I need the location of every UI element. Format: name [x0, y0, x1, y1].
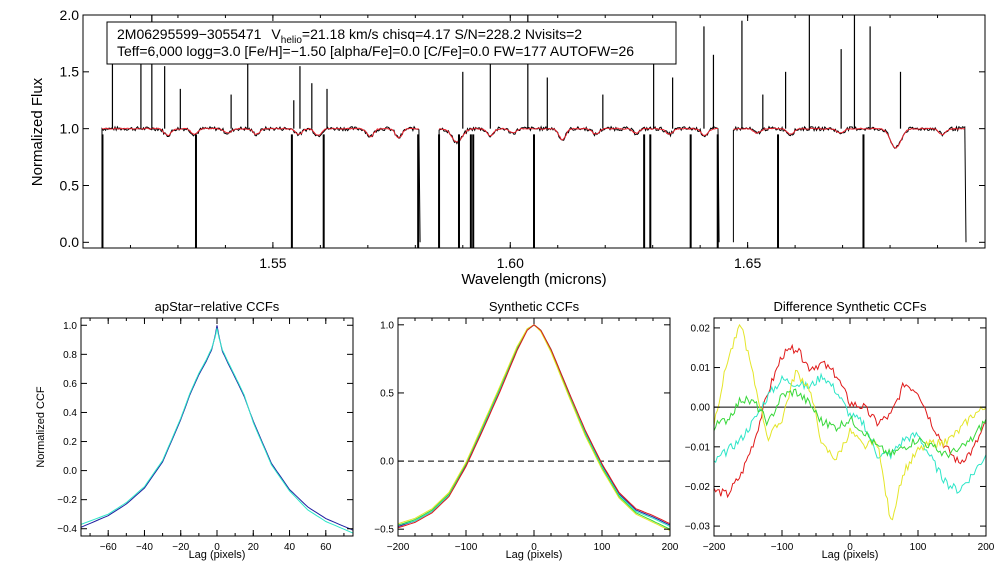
- apstar-ccf-data-layer: [80, 325, 354, 534]
- ccf-series-green: [713, 388, 987, 459]
- y-tick-label: 1.0: [60, 121, 80, 137]
- x-tick-label: 1.60: [497, 255, 524, 271]
- spectrum-observed-chip-3: [732, 125, 967, 243]
- x-tick-label: 40: [284, 542, 296, 553]
- spectrum-observed-chip-2: [438, 125, 720, 243]
- info-box: 2M06295599−3055471 Vhelio=21.18 km/s chis…: [106, 21, 677, 65]
- y-tick-label: 0.5: [380, 388, 394, 399]
- spectrum-model-chip-3: [733, 127, 966, 149]
- spectrum-axes: 1.55 1.60 1.65 0.0 0.5 1.0 1.5 2.0: [60, 7, 985, 271]
- ccf-series-visit 1: [80, 325, 354, 531]
- synthetic-ccf-x-label: Lag (pixels): [506, 549, 563, 561]
- spectrum-model-chip-1: [101, 127, 419, 139]
- x-tick-label: 0: [847, 542, 853, 553]
- difference-ccf-axes: −200 −100 0 100 200 −0.03 −0.02 −0.01 0.00 0.01 0.…: [685, 318, 995, 553]
- y-tick-label: 0.0: [380, 457, 394, 468]
- x-tick-label: −60: [100, 542, 117, 553]
- y-tick-label: −0.5: [374, 525, 394, 536]
- y-tick-label: −0.02: [685, 482, 711, 493]
- ccf-series-yellow: [397, 324, 671, 531]
- y-tick-label: 0.02: [691, 323, 711, 334]
- info-line-1: 2M06295599−3055471 Vhelio=21.18 km/s chis…: [117, 26, 582, 46]
- y-tick-label: 0.4: [63, 408, 77, 419]
- difference-ccf-data-layer: [713, 323, 987, 521]
- spectrum-plot-frame: [82, 14, 986, 249]
- apstar-ccf-axes: −60 −40 −20 0 20 40 60 −0.4 −0.2 0.0 0.2 0.4 0.6 0.8 1…: [57, 318, 353, 553]
- apstar-ccf-x-label: Lag (pixels): [189, 549, 246, 561]
- v-helio-symbol: V: [271, 26, 281, 42]
- difference-ccf-x-label: Lag (pixels): [822, 549, 879, 561]
- y-tick-label: 1.0: [380, 320, 394, 331]
- synthetic-ccf-panel: −200 −100 0 100 200 −0.5 0.0 0.5 1.0 Synthetic C…: [374, 299, 679, 561]
- y-tick-label: −0.03: [685, 522, 711, 533]
- y-tick-label: 0.00: [691, 403, 711, 414]
- ccf-series-visit 2: [80, 328, 354, 534]
- y-tick-label: 0.5: [60, 177, 80, 193]
- difference-ccf-plot-frame: [713, 317, 987, 537]
- spectrum-x-label: Wavelength (microns): [461, 271, 606, 288]
- x-tick-label: 1.65: [734, 255, 761, 271]
- synthetic-ccf-data-layer: [397, 324, 671, 531]
- x-tick-label: 100: [910, 542, 927, 553]
- info-line-2: Teff=6,000 logg=3.0 [Fe/H]=−1.50 [alpha/…: [117, 43, 634, 59]
- y-tick-label: 0.01: [691, 363, 711, 374]
- x-tick-label: −200: [387, 542, 410, 553]
- x-tick-label: 0: [214, 542, 220, 553]
- x-tick-label: −40: [136, 542, 153, 553]
- apstar-ccf-plot-frame: [80, 317, 354, 537]
- x-tick-label: 0: [531, 542, 537, 553]
- y-tick-label: 1.5: [60, 64, 80, 80]
- x-tick-label: −20: [172, 542, 189, 553]
- info-line-1-values: =21.18 km/s chisq=4.17 S/N=228.2 Nvisits…: [302, 26, 582, 42]
- x-tick-label: 200: [662, 542, 679, 553]
- x-tick-label: 1.55: [259, 255, 286, 271]
- y-tick-label: 1.0: [63, 321, 77, 332]
- apstar-ccf-panel: −60 −40 −20 0 20 40 60 −0.4 −0.2 0.0 0.2 0.4 0.6 0.8 1…: [35, 299, 354, 561]
- ccf-series-cyan: [713, 372, 987, 494]
- apstar-ccf-y-label: Normalized CCF: [35, 386, 47, 468]
- y-tick-label: 0.6: [63, 379, 77, 390]
- spectrum-y-label: Normalized Flux: [29, 77, 46, 186]
- difference-ccf-title: Difference Synthetic CCFs: [774, 299, 927, 314]
- ccf-series-red: [713, 343, 987, 499]
- y-tick-label: 0.8: [63, 350, 77, 361]
- x-tick-label: −200: [703, 542, 726, 553]
- y-tick-label: −0.4: [57, 524, 77, 535]
- spectrum-model-chip-2: [438, 127, 719, 143]
- x-tick-label: −100: [771, 542, 794, 553]
- info-box-frame: [106, 21, 677, 65]
- y-tick-label: −0.01: [685, 442, 711, 453]
- spectrum-panel: 1.55 1.60 1.65 0.0 0.5 1.0 1.5 2.0 Wavelength (…: [29, 7, 986, 288]
- x-tick-label: 20: [248, 542, 260, 553]
- x-tick-label: 100: [594, 542, 611, 553]
- y-tick-label: −0.2: [57, 495, 77, 506]
- y-tick-label: 0.0: [60, 234, 80, 250]
- ccf-series-blue: [397, 324, 671, 527]
- apstar-ccf-title: apStar−relative CCFs: [155, 299, 280, 314]
- x-tick-label: 200: [978, 542, 995, 553]
- x-tick-label: 60: [320, 542, 332, 553]
- synthetic-ccf-title: Synthetic CCFs: [489, 299, 580, 314]
- y-tick-label: 0.0: [63, 466, 77, 477]
- ccf-series-red: [397, 324, 671, 529]
- v-helio-subscript: helio: [281, 35, 303, 46]
- y-tick-label: 0.2: [63, 437, 77, 448]
- ccf-series-yellow: [713, 323, 987, 521]
- x-tick-label: −100: [455, 542, 478, 553]
- synthetic-ccf-axes: −200 −100 0 100 200 −0.5 0.0 0.5 1.0: [374, 318, 679, 553]
- star-id: 2M06295599−3055471: [117, 26, 262, 42]
- ccf-series-cyan: [397, 324, 671, 527]
- spectrum-observed-chip-1: [101, 125, 421, 243]
- ccf-series-green: [397, 324, 671, 530]
- difference-ccf-panel: −200 −100 0 100 200 −0.03 −0.02 −0.01 0.00 0.01 0.…: [685, 299, 995, 561]
- y-tick-label: 2.0: [60, 7, 80, 23]
